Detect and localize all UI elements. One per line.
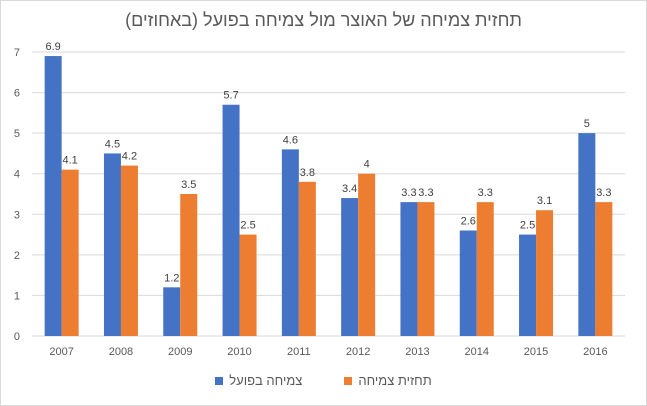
bar-forecast bbox=[536, 210, 554, 336]
legend: צמיחה בפועל תחזית צמיחה bbox=[0, 373, 647, 388]
y-tick-label: 4 bbox=[14, 169, 20, 181]
y-tick-label: 1 bbox=[14, 290, 20, 302]
data-label: 3.1 bbox=[537, 195, 552, 207]
legend-label-actual: צמיחה בפועל bbox=[229, 373, 303, 388]
x-tick-label: 2012 bbox=[346, 346, 370, 358]
y-tick-label: 7 bbox=[14, 47, 20, 59]
data-label: 4.1 bbox=[63, 155, 78, 167]
legend-swatch-actual bbox=[215, 376, 224, 385]
data-label: 3.8 bbox=[300, 167, 315, 179]
bar-forecast bbox=[595, 202, 613, 336]
x-tick-label: 2015 bbox=[524, 346, 548, 358]
y-tick-label: 6 bbox=[14, 88, 20, 100]
bar-actual bbox=[44, 56, 62, 337]
bar-forecast bbox=[61, 169, 79, 336]
x-tick-label: 2007 bbox=[49, 346, 73, 358]
bar-actual bbox=[281, 149, 299, 336]
bar-forecast bbox=[417, 202, 435, 336]
legend-label-forecast: תחזית צמיחה bbox=[358, 373, 432, 388]
bar-forecast bbox=[476, 202, 494, 336]
data-label: 2.5 bbox=[520, 220, 535, 232]
y-tick-label: 0 bbox=[14, 331, 20, 343]
data-label: 2.5 bbox=[240, 220, 255, 232]
y-tick-label: 3 bbox=[14, 209, 20, 221]
x-tick-label: 2011 bbox=[287, 346, 311, 358]
legend-item-forecast: תחזית צמיחה bbox=[344, 373, 432, 388]
data-label: 3.3 bbox=[401, 187, 416, 199]
x-tick-label: 2013 bbox=[405, 346, 429, 358]
data-label: 3.5 bbox=[181, 179, 196, 191]
bar-forecast bbox=[180, 194, 198, 336]
y-tick-label: 2 bbox=[14, 250, 20, 262]
bar-actual bbox=[578, 133, 596, 336]
x-tick-label: 2008 bbox=[109, 346, 133, 358]
data-label: 6.9 bbox=[46, 41, 61, 53]
x-tick-label: 2014 bbox=[465, 346, 489, 358]
data-label: 3.3 bbox=[478, 187, 493, 199]
data-label: 3.4 bbox=[342, 183, 357, 195]
data-label: 4.2 bbox=[122, 151, 137, 163]
x-tick-label: 2016 bbox=[583, 346, 607, 358]
data-label: 5.7 bbox=[223, 90, 238, 102]
data-label: 5 bbox=[584, 118, 590, 130]
bar-actual bbox=[103, 153, 121, 336]
bar-actual bbox=[400, 202, 418, 336]
chart-title: תחזית צמיחה של האוצר מול צמיחה בפועל (בא… bbox=[125, 10, 522, 30]
data-label: 3.3 bbox=[418, 187, 433, 199]
bar-actual bbox=[459, 230, 477, 336]
data-label: 4.5 bbox=[105, 138, 120, 150]
y-tick-label: 5 bbox=[14, 128, 20, 140]
data-label: 4.6 bbox=[283, 134, 298, 146]
data-label: 4 bbox=[364, 159, 370, 171]
legend-item-actual: צמיחה בפועל bbox=[215, 373, 302, 388]
bar-forecast bbox=[239, 234, 257, 336]
x-tick-label: 2009 bbox=[168, 346, 192, 358]
bar-actual bbox=[341, 198, 359, 336]
data-label: 3.3 bbox=[596, 187, 611, 199]
data-label: 2.6 bbox=[461, 216, 476, 228]
bar-forecast bbox=[120, 165, 138, 336]
bar-forecast bbox=[298, 181, 316, 336]
legend-swatch-forecast bbox=[344, 376, 353, 385]
bar-actual bbox=[519, 234, 537, 336]
bar-forecast bbox=[358, 173, 376, 336]
data-label: 1.2 bbox=[164, 272, 179, 284]
bar-actual bbox=[163, 287, 181, 336]
bar-actual bbox=[222, 104, 240, 336]
x-tick-label: 2010 bbox=[227, 346, 251, 358]
